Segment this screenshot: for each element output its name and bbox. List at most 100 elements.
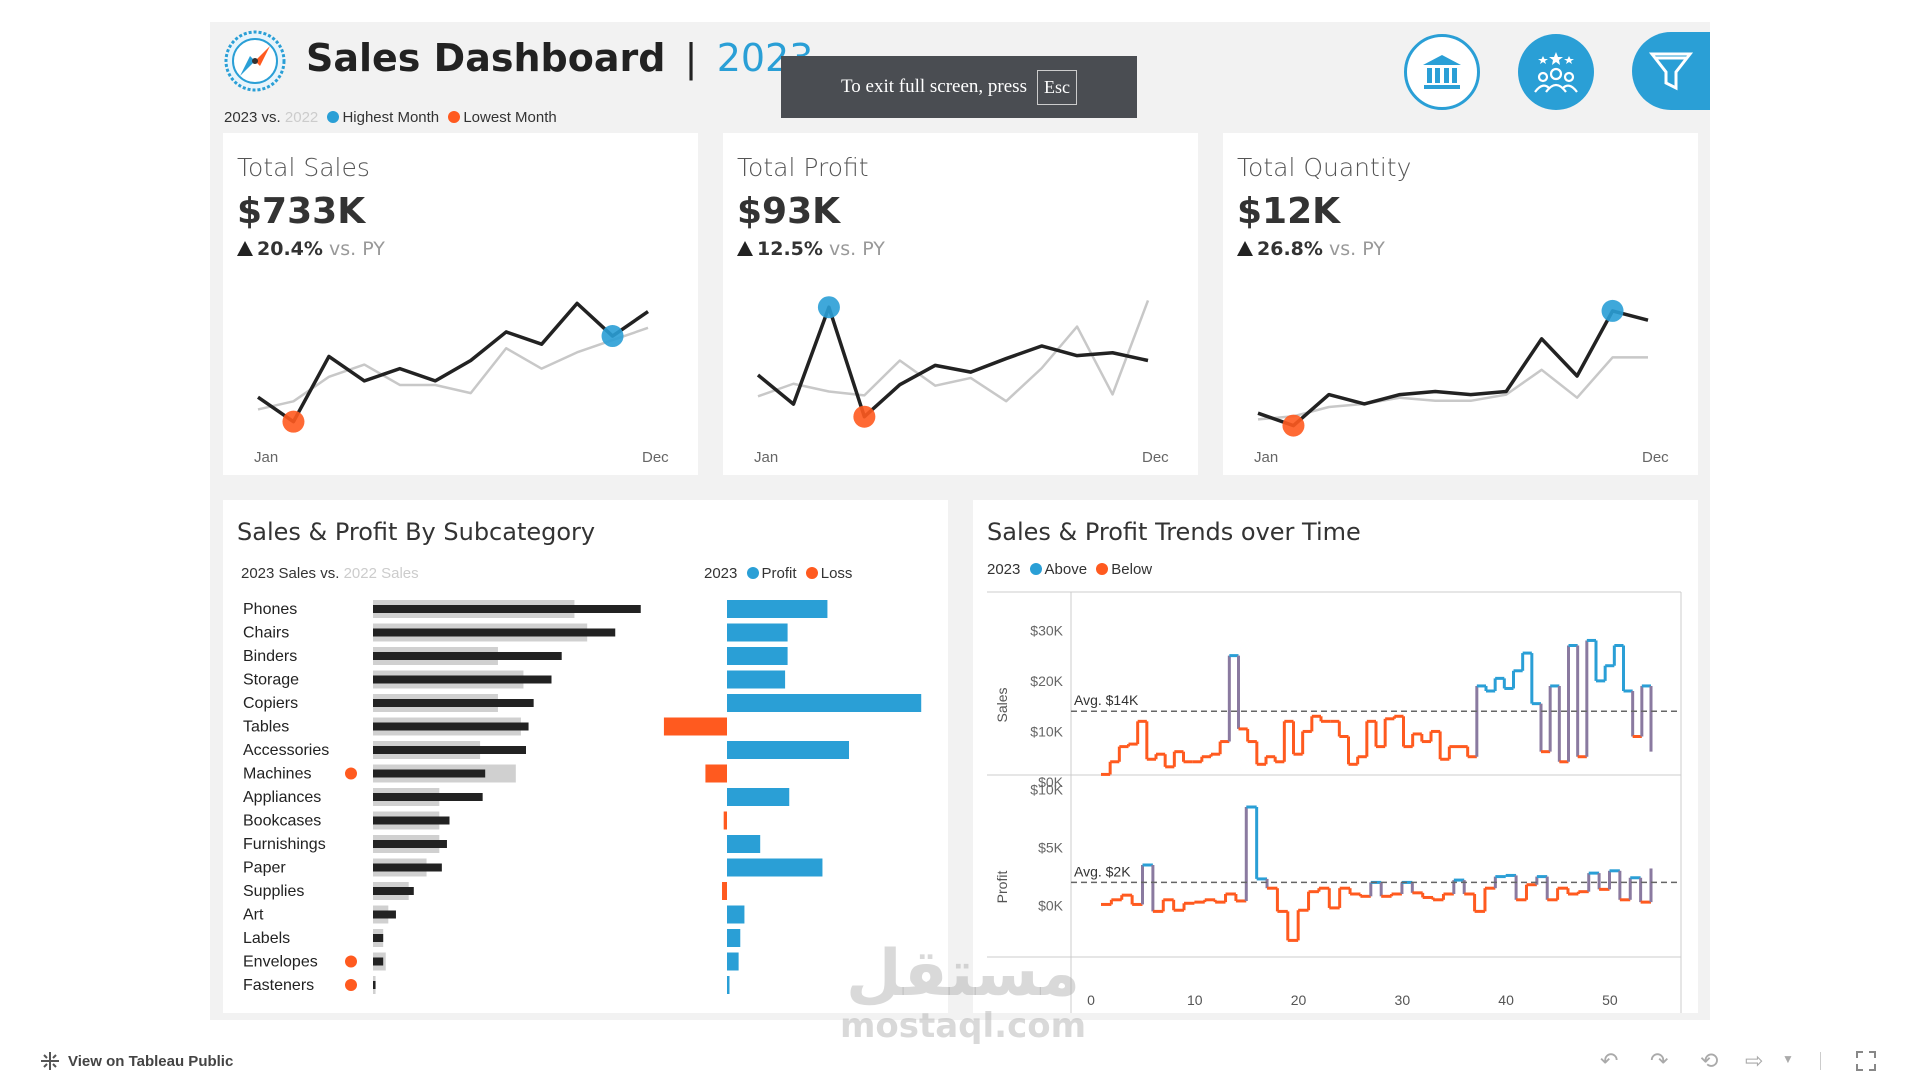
- undo-icon[interactable]: ↶: [1600, 1048, 1619, 1073]
- sales-legend: 2023 Sales vs. 2022 Sales: [241, 565, 419, 582]
- x-tick-label: 40: [1498, 992, 1514, 1008]
- trends-title: Sales & Profit Trends over Time: [987, 518, 1361, 546]
- sales-legend-prefix: 2023 Sales vs.: [241, 565, 340, 582]
- profit-bar: [727, 788, 790, 806]
- share-dropdown-icon[interactable]: ▼: [1782, 1052, 1794, 1066]
- axis-end-label: Dec: [1142, 449, 1169, 466]
- x-tick-label: 20: [1291, 992, 1307, 1008]
- highest-month-marker: [601, 325, 624, 348]
- highest-month-marker: [1601, 299, 1624, 322]
- sales-2023-bar: [373, 863, 442, 872]
- loss-bar: [722, 882, 727, 900]
- profit-tick-label: $5K: [1038, 840, 1064, 856]
- subcategory-label: Accessories: [243, 742, 329, 759]
- sales-axis-label: Sales: [994, 687, 1010, 722]
- loss-bar: [723, 811, 727, 830]
- kpi-value: $12K: [1237, 191, 1341, 232]
- revert-icon[interactable]: ⟲: [1700, 1048, 1719, 1073]
- loss-bar: [663, 717, 727, 736]
- kpi-vs-label: vs. PY: [1328, 238, 1385, 260]
- page-title: Sales Dashboard | 2023: [306, 36, 813, 80]
- subcategory-label: Bookcases: [243, 813, 321, 830]
- watermark: مستقل mostaql.com: [838, 942, 1088, 1046]
- view-on-tableau-link[interactable]: View on Tableau Public: [40, 1051, 233, 1071]
- bank-icon[interactable]: [1404, 34, 1480, 110]
- sales-2023-bar: [373, 722, 529, 731]
- x-tick-label: 0: [1087, 992, 1095, 1008]
- kpi-change-value: 26.8%: [1257, 238, 1323, 260]
- up-arrow-icon: [737, 241, 753, 256]
- profit-bar: [727, 670, 786, 689]
- profit-sparkline[interactable]: [723, 133, 1198, 475]
- kpi-title: Total Quantity: [1237, 153, 1412, 182]
- below-legend-label: Below: [1111, 561, 1153, 578]
- subcategory-label: Furnishings: [243, 836, 326, 853]
- above-dot-icon: [1029, 563, 1042, 575]
- sales-2023-bar: [373, 957, 384, 966]
- watermark-latin: mostaql.com: [839, 1006, 1087, 1046]
- profit-axis-label: Profit: [994, 871, 1010, 904]
- funnel-icon[interactable]: [1632, 32, 1710, 110]
- profit-legend-label: Profit: [761, 565, 797, 582]
- subcategory-label: Phones: [243, 601, 297, 618]
- loss-dot-icon: [805, 567, 818, 579]
- lowest-month-marker: [282, 410, 305, 433]
- x-tick-label: 10: [1187, 992, 1203, 1008]
- subcategory-label: Supplies: [243, 883, 304, 900]
- profit-bar: [727, 741, 850, 759]
- view-on-tableau-label: View on Tableau Public: [68, 1052, 234, 1070]
- axis-start-label: Jan: [754, 449, 779, 466]
- title-separator: |: [684, 36, 698, 80]
- sales-2023-bar: [373, 675, 552, 684]
- sales-2023-bar: [373, 699, 534, 707]
- up-arrow-icon: [237, 241, 253, 256]
- share-icon[interactable]: ⇨: [1745, 1048, 1764, 1073]
- dashboard-canvas: Sales Dashboard | 2023 2023 vs. 2022 Hig…: [210, 22, 1710, 1020]
- legend-highest: Highest Month: [342, 109, 440, 126]
- subcategory-label: Art: [243, 907, 264, 924]
- trends-legend: 2023 Above Below: [987, 561, 1152, 578]
- profit-bar: [727, 858, 823, 877]
- team-icon[interactable]: [1518, 34, 1594, 110]
- subcategory-chart[interactable]: Phones Chairs Binders Storage Copiers Tables A…: [223, 500, 948, 1013]
- kpi-change-value: 12.5%: [757, 238, 823, 260]
- esc-key: Esc: [1036, 69, 1077, 105]
- kpi-change: 12.5% vs. PY: [737, 238, 885, 260]
- kpi-vs-label: vs. PY: [828, 238, 885, 260]
- sales-2023-bar: [373, 769, 486, 778]
- profit-tick-label: $10K: [1030, 782, 1063, 798]
- legend-prev-year: 2022: [284, 109, 319, 126]
- axis-end-label: Dec: [642, 449, 669, 466]
- sales-2023-bar: [373, 887, 414, 895]
- quantity-sparkline[interactable]: [1223, 133, 1698, 475]
- sales-sparkline[interactable]: [223, 133, 698, 475]
- trends-legend-year: 2023: [987, 561, 1021, 578]
- sales-tick-label: $0K: [1038, 774, 1064, 790]
- subcategory-label: Envelopes: [243, 954, 318, 971]
- profit-tick-label: $0K: [1038, 898, 1064, 914]
- legend-lowest: Lowest Month: [463, 109, 557, 126]
- profit-legend-year: 2023: [704, 565, 738, 582]
- profit-bar: [727, 929, 741, 947]
- redo-icon[interactable]: ↷: [1650, 1048, 1669, 1073]
- lowest-month-marker: [853, 405, 876, 428]
- series-line-2023: [756, 305, 1149, 419]
- subcategory-label: Chairs: [243, 625, 289, 642]
- toast-text: To exit full screen, press: [841, 76, 1027, 97]
- sales-2023-bar: [373, 981, 376, 989]
- profit-bar: [727, 905, 745, 924]
- profit-bar: [727, 647, 788, 665]
- compass-logo-icon: [224, 30, 286, 92]
- highest-month-marker: [817, 296, 840, 319]
- kpi-card-quantity: Total Quantity $12K 26.8% vs. PY Jan Dec: [1223, 133, 1698, 475]
- flag-dot: [345, 767, 357, 780]
- fullscreen-icon[interactable]: [1856, 1051, 1876, 1071]
- profit-legend: 2023 Profit Loss: [704, 565, 852, 582]
- tableau-logo-icon: [41, 1052, 59, 1070]
- legend-prefix: 2023 vs.: [224, 109, 281, 126]
- kpi-title: Total Sales: [237, 153, 370, 182]
- sales-tick-label: $30K: [1030, 622, 1063, 638]
- header: Sales Dashboard | 2023 2023 vs. 2022 Hig…: [224, 30, 1704, 126]
- subcategory-title: Sales & Profit By Subcategory: [237, 518, 596, 546]
